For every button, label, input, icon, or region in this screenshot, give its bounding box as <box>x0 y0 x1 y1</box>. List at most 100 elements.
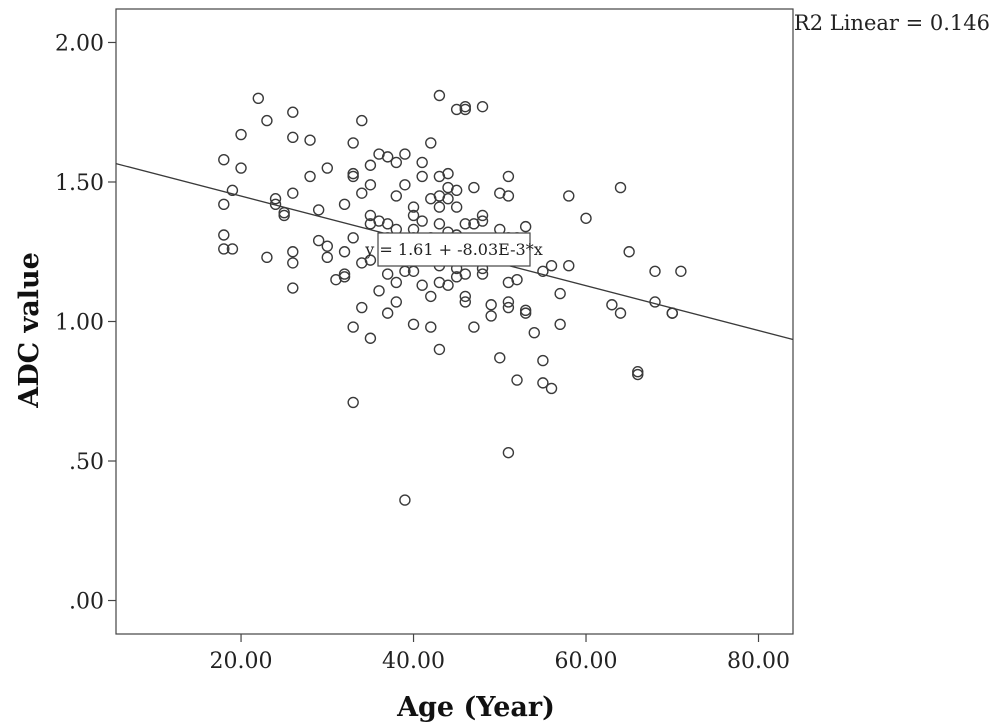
data-point <box>347 137 359 149</box>
data-point <box>537 377 549 389</box>
data-point <box>381 268 394 280</box>
data-point <box>390 190 402 202</box>
data-point <box>442 167 454 180</box>
data-point <box>218 243 230 255</box>
data-point <box>425 137 437 149</box>
data-point <box>537 354 549 367</box>
data-point <box>554 287 566 300</box>
data-point <box>287 257 299 269</box>
data-point <box>399 179 411 191</box>
data-point <box>450 201 463 213</box>
y-axis-title: ADC value <box>14 252 45 409</box>
data-point <box>338 268 351 280</box>
data-point <box>433 218 446 230</box>
data-point <box>381 218 394 230</box>
fit-equation-box <box>377 232 531 267</box>
data-point <box>425 290 437 303</box>
data-point <box>649 265 661 277</box>
data-point <box>502 190 515 202</box>
data-point <box>511 374 523 386</box>
r2-label: R2 Linear = 0.146 <box>794 11 990 35</box>
data-point <box>287 282 299 294</box>
data-point <box>226 243 239 255</box>
data-point <box>304 134 316 146</box>
data-point <box>373 285 385 297</box>
data-point <box>459 290 471 303</box>
x-axis-title: Age (Year) <box>396 692 555 723</box>
data-point <box>563 259 575 272</box>
data-point <box>459 218 471 230</box>
fit-equation-text: y = 1.61 + -8.03E-3*x <box>364 240 542 259</box>
data-point <box>519 304 532 317</box>
data-point <box>261 251 273 264</box>
data-point <box>433 89 446 102</box>
data-point <box>623 246 635 258</box>
data-point <box>390 296 402 308</box>
data-point <box>356 187 368 199</box>
data-point <box>364 254 377 266</box>
data-point <box>580 212 592 224</box>
y-tick-label: 2.00 <box>55 31 104 56</box>
y-tick-label: 1.50 <box>55 171 104 196</box>
data-point <box>321 162 333 174</box>
data-point <box>494 352 506 364</box>
data-point <box>390 156 402 169</box>
data-point <box>226 184 239 197</box>
data-point <box>450 184 463 197</box>
data-point <box>528 326 540 339</box>
data-point <box>614 181 627 194</box>
x-tick-label: 80.00 <box>727 649 790 674</box>
data-point <box>649 296 661 308</box>
data-point <box>485 310 497 322</box>
data-point <box>675 265 687 277</box>
y-tick-label: 1.00 <box>55 311 104 336</box>
data-point <box>468 181 480 194</box>
data-point <box>459 103 471 116</box>
data-point <box>459 100 471 113</box>
data-point <box>502 301 515 314</box>
fit-equation-label: y = 1.61 + -8.03E-3*x <box>364 232 543 267</box>
data-point <box>459 268 471 280</box>
data-point <box>485 299 497 311</box>
data-point <box>390 276 402 289</box>
data-points <box>218 89 687 506</box>
data-point <box>218 198 230 211</box>
data-point <box>312 234 325 247</box>
data-point <box>632 368 644 381</box>
data-point <box>261 114 273 127</box>
data-point <box>407 209 420 222</box>
data-point <box>476 209 489 222</box>
data-point <box>519 307 532 319</box>
data-point <box>459 296 471 308</box>
data-point <box>338 198 351 211</box>
y-tick-label: .50 <box>69 450 104 475</box>
data-point <box>235 128 247 141</box>
data-point <box>416 156 428 169</box>
data-point <box>425 321 437 333</box>
data-point <box>442 279 454 291</box>
data-point <box>554 318 566 330</box>
data-point <box>476 215 489 227</box>
data-point <box>563 190 575 202</box>
data-point <box>321 240 333 252</box>
x-tick-label: 40.00 <box>382 649 445 674</box>
data-point <box>416 279 428 291</box>
data-point <box>545 259 558 272</box>
data-point <box>442 193 454 205</box>
data-point <box>347 396 359 409</box>
data-point <box>606 299 618 311</box>
data-point <box>278 209 290 222</box>
data-point <box>364 159 377 171</box>
data-point <box>545 382 558 395</box>
data-point <box>407 201 420 213</box>
data-point <box>356 301 368 314</box>
data-point <box>252 92 264 104</box>
data-point <box>511 273 523 286</box>
y-tick-label: .00 <box>69 590 104 615</box>
data-point <box>476 268 489 280</box>
data-point <box>502 170 515 183</box>
data-point <box>338 246 351 258</box>
data-point <box>287 187 299 199</box>
data-point <box>381 151 394 163</box>
